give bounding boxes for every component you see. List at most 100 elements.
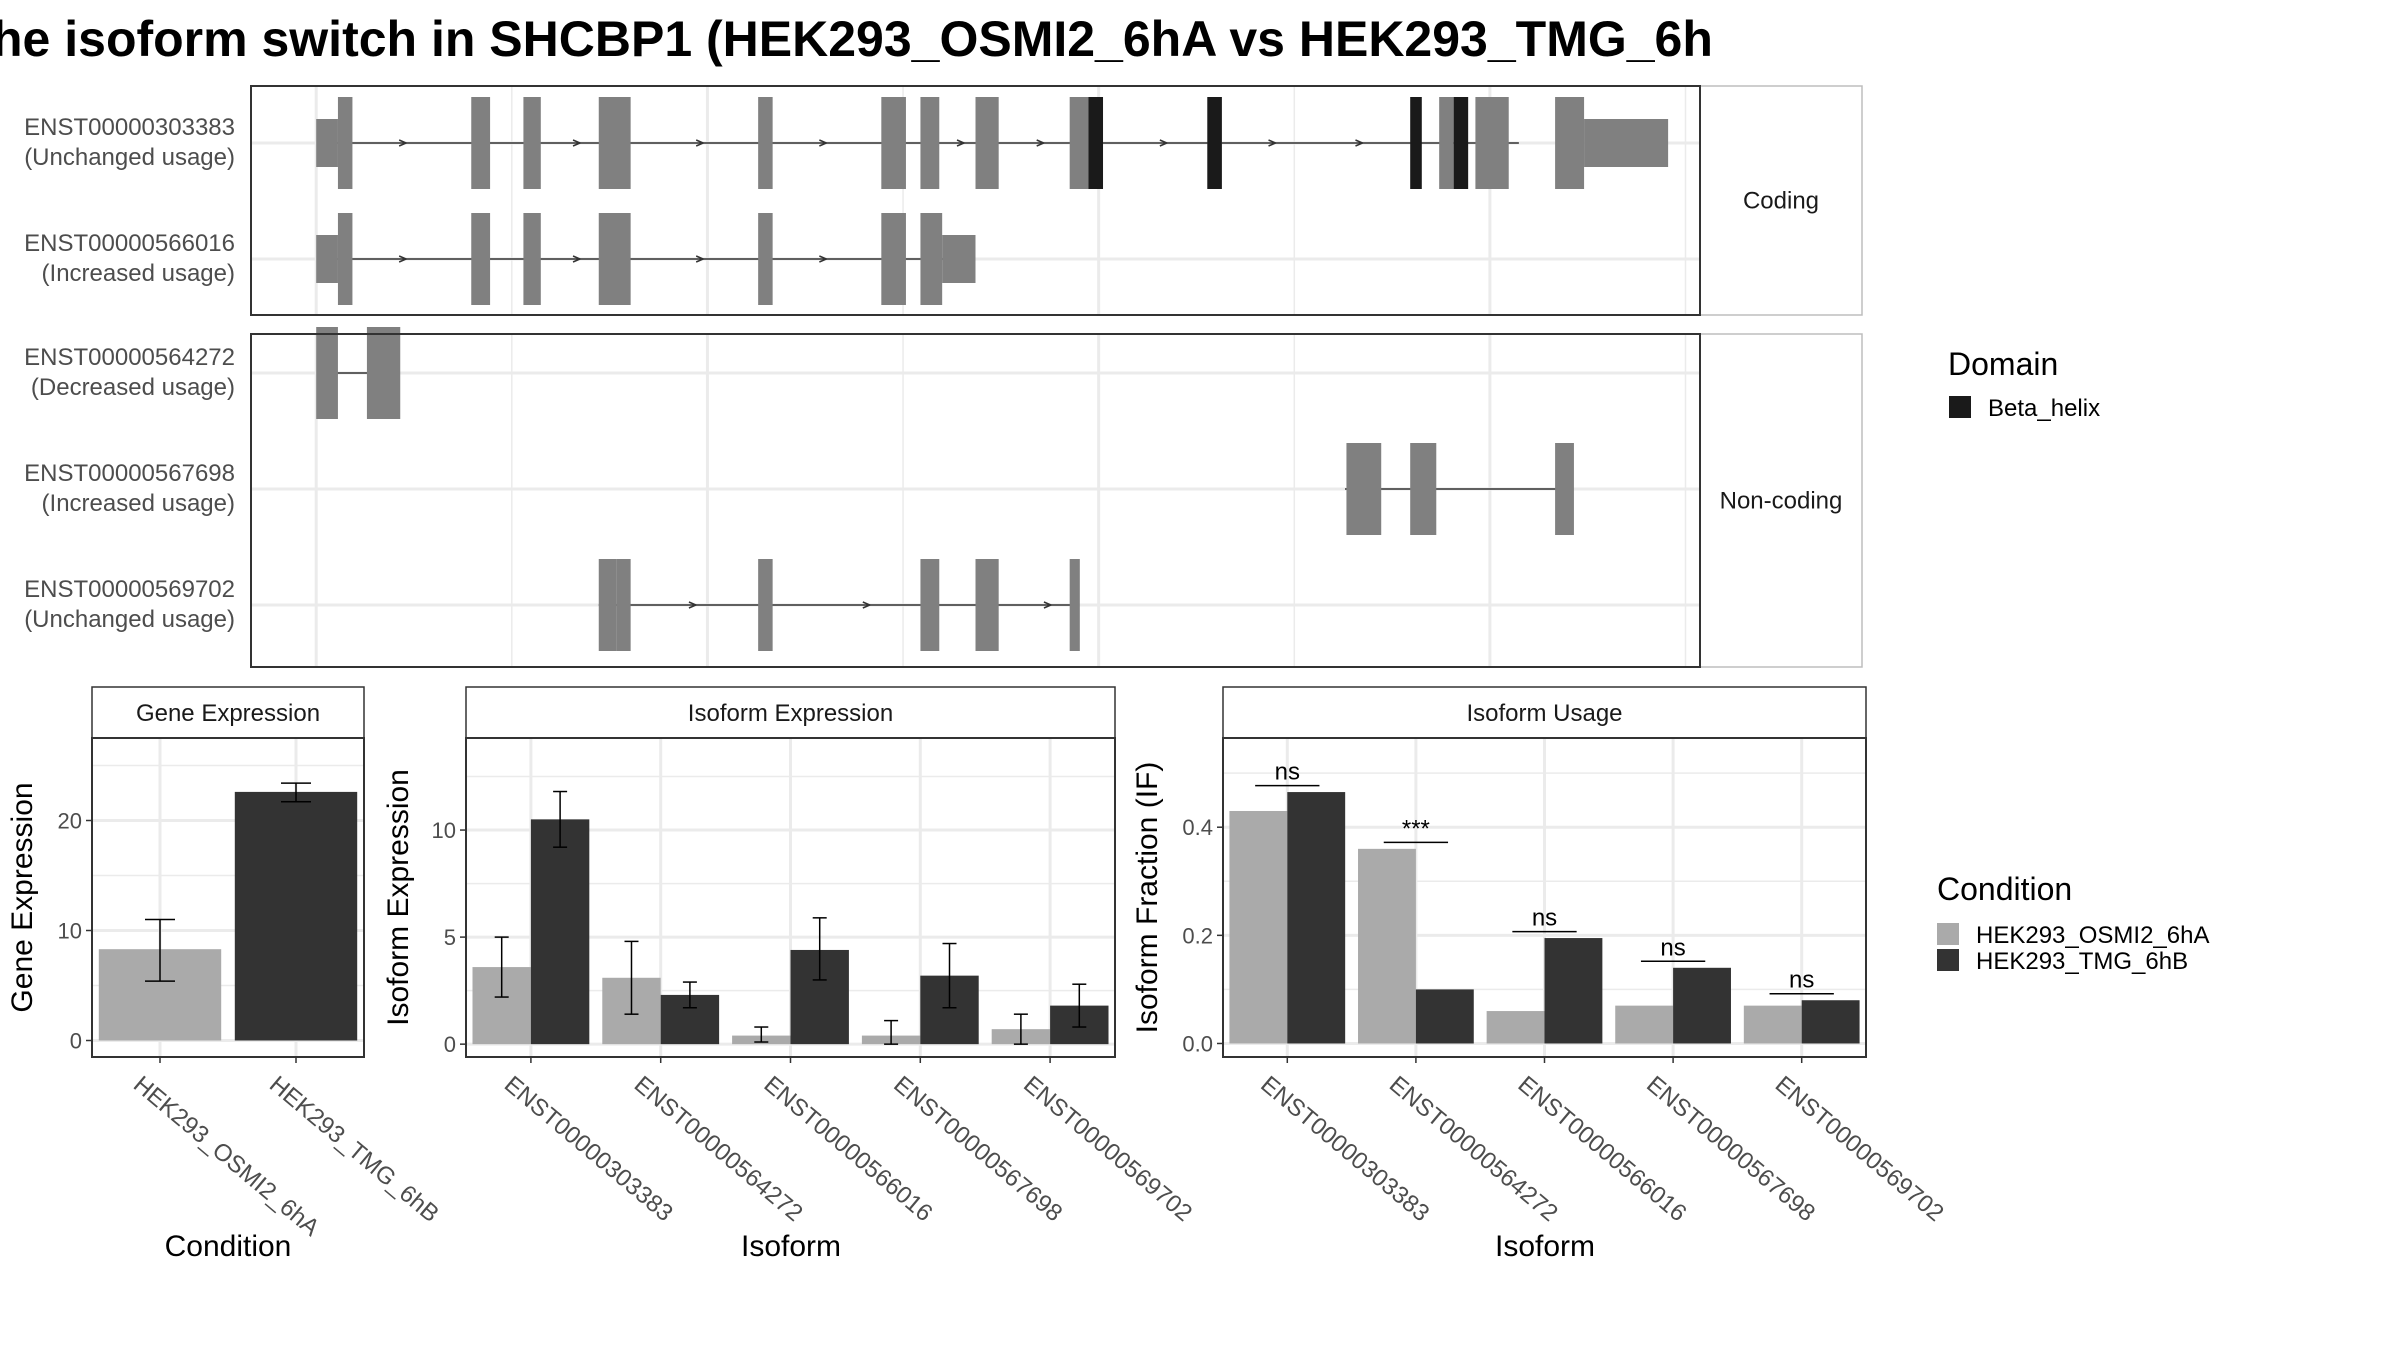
exon-block xyxy=(881,97,906,189)
exon-block xyxy=(316,327,338,419)
chart-title: Isoform Expression xyxy=(688,700,893,727)
strand-arrow xyxy=(398,139,409,147)
facet-label: Non-coding xyxy=(1720,488,1843,515)
bar-ENST00000303383-HEK293_TMG_6hB xyxy=(530,819,590,1045)
chart-strip xyxy=(91,686,365,739)
transcript-id-label: ENST00000564272 xyxy=(24,344,235,371)
strand-arrow xyxy=(862,601,872,609)
exon-block xyxy=(920,213,943,305)
domain-block xyxy=(1453,97,1469,189)
exon-block xyxy=(337,213,353,305)
exon-block xyxy=(316,235,338,283)
legend-label: Beta_helix xyxy=(1988,395,2100,422)
structure-panel-non-coding: Non-coding ENST00000564272 (Decreased usag… xyxy=(24,327,1863,668)
y-tick-label: 10 xyxy=(58,919,82,944)
exon-block xyxy=(1475,97,1509,189)
domain-block xyxy=(1410,97,1422,189)
strand-arrow xyxy=(819,139,829,147)
domain-block xyxy=(1088,97,1104,189)
exon-block xyxy=(471,213,491,305)
facet-strip xyxy=(1699,333,1863,668)
transcript-ENST00000564272: ENST00000564272 (Decreased usage) xyxy=(24,327,401,419)
bar-HEK293_TMG_6hB xyxy=(234,791,358,1041)
significance-label: ns xyxy=(1532,905,1557,932)
exon-block xyxy=(523,213,541,305)
bar-ENST00000564272-HEK293_OSMI2_6hA xyxy=(1358,848,1416,1044)
strand-arrow xyxy=(1036,139,1046,147)
exon-block xyxy=(316,119,338,167)
bar-ENST00000569702-HEK293_TMG_6hB xyxy=(1801,1000,1860,1044)
transcript-id-label: ENST00000303383 xyxy=(24,114,235,141)
transcript-id-label: ENST00000566016 xyxy=(24,230,235,257)
x-axis-title: Condition xyxy=(165,1230,292,1263)
exon-block xyxy=(1069,559,1080,651)
exon-block xyxy=(1584,119,1669,167)
legend-title: Condition xyxy=(1937,871,2072,907)
bar-ENST00000567698-HEK293_OSMI2_6hA xyxy=(1615,1005,1674,1044)
transcript-usage-label: (Increased usage) xyxy=(42,260,235,287)
domain-legend: Domain Beta_helix xyxy=(1948,346,2100,422)
bar-ENST00000567698-HEK293_TMG_6hB xyxy=(1673,967,1731,1044)
y-tick-label: 0.4 xyxy=(1182,815,1213,840)
transcript-usage-label: (Unchanged usage) xyxy=(24,606,235,633)
strand-arrow xyxy=(572,139,582,147)
exon-block xyxy=(758,559,773,651)
chart-isoform-usage: Isoform Usagens***nsnsns0.00.20.4ENST000… xyxy=(1131,686,1949,1263)
exon-block xyxy=(616,559,631,651)
domain-block xyxy=(1207,97,1222,189)
bar-ENST00000564272-HEK293_TMG_6hB xyxy=(1415,989,1474,1044)
chart-isoform-expression: Isoform Expression0510ENST00000303383ENS… xyxy=(382,686,1197,1263)
bar-ENST00000566016-HEK293_OSMI2_6hA xyxy=(1486,1011,1545,1044)
exon-block xyxy=(1410,443,1437,535)
legend-key xyxy=(1937,923,1959,945)
y-axis-title: Gene Expression xyxy=(6,782,39,1012)
legend-key xyxy=(1937,949,1959,971)
exon-block xyxy=(598,213,631,305)
significance-label: *** xyxy=(1402,815,1430,842)
y-axis-title: Isoform Expression xyxy=(382,769,415,1026)
y-axis-title: Isoform Fraction (IF) xyxy=(1131,762,1164,1034)
transcript-usage-label: (Unchanged usage) xyxy=(24,144,235,171)
exon-block xyxy=(1346,443,1382,535)
y-tick-label: 0.2 xyxy=(1182,923,1213,948)
strand-arrow xyxy=(1268,139,1278,147)
strand-arrow xyxy=(572,255,582,263)
bar-chart-panels: Gene Expression01020HEK293_OSMI2_6hAHEK2… xyxy=(6,686,1949,1263)
transcript-usage-label: (Increased usage) xyxy=(42,490,235,517)
significance-label: ns xyxy=(1660,934,1685,961)
exon-block xyxy=(598,97,631,189)
transcript-ENST00000566016: ENST00000566016 (Increased usage) xyxy=(24,213,976,305)
bar-ENST00000303383-HEK293_OSMI2_6hA xyxy=(1229,810,1288,1044)
chart-strip xyxy=(465,686,1116,739)
chart-title: Isoform Usage xyxy=(1466,700,1622,727)
strand-arrow xyxy=(688,601,698,609)
transcript-ENST00000567698: ENST00000567698 (Increased usage) xyxy=(24,443,1574,535)
panel-border xyxy=(91,737,365,1058)
legends: Domain Beta_helix Condition HEK293_OSMI2_6h… xyxy=(1937,346,2209,975)
transcript-id-label: ENST00000569702 xyxy=(24,576,235,603)
bar-ENST00000303383-HEK293_TMG_6hB xyxy=(1287,792,1346,1044)
legend-label: HEK293_OSMI2_6hA xyxy=(1976,922,2209,949)
y-tick-label: 20 xyxy=(58,809,82,834)
bar-ENST00000569702-HEK293_OSMI2_6hA xyxy=(1743,1005,1802,1044)
exon-block xyxy=(758,97,773,189)
y-tick-label: 0 xyxy=(70,1029,82,1054)
bar-ENST00000566016-HEK293_TMG_6hB xyxy=(1544,938,1603,1044)
exon-block xyxy=(523,97,541,189)
exon-block xyxy=(975,559,999,651)
chart-gene-expression: Gene Expression01020HEK293_OSMI2_6hAHEK2… xyxy=(6,686,444,1263)
exon-block xyxy=(975,97,999,189)
legend-key xyxy=(1949,396,1971,418)
significance-label: ns xyxy=(1789,967,1814,994)
strand-arrow xyxy=(956,139,966,147)
exon-block xyxy=(366,327,401,419)
exon-block xyxy=(1555,443,1574,535)
figure-title: he isoform switch in SHCBP1 (HEK293_OSMI… xyxy=(0,11,1713,67)
chart-title: Gene Expression xyxy=(136,700,320,727)
panel-border xyxy=(250,85,1701,316)
y-tick-label: 10 xyxy=(432,818,456,843)
